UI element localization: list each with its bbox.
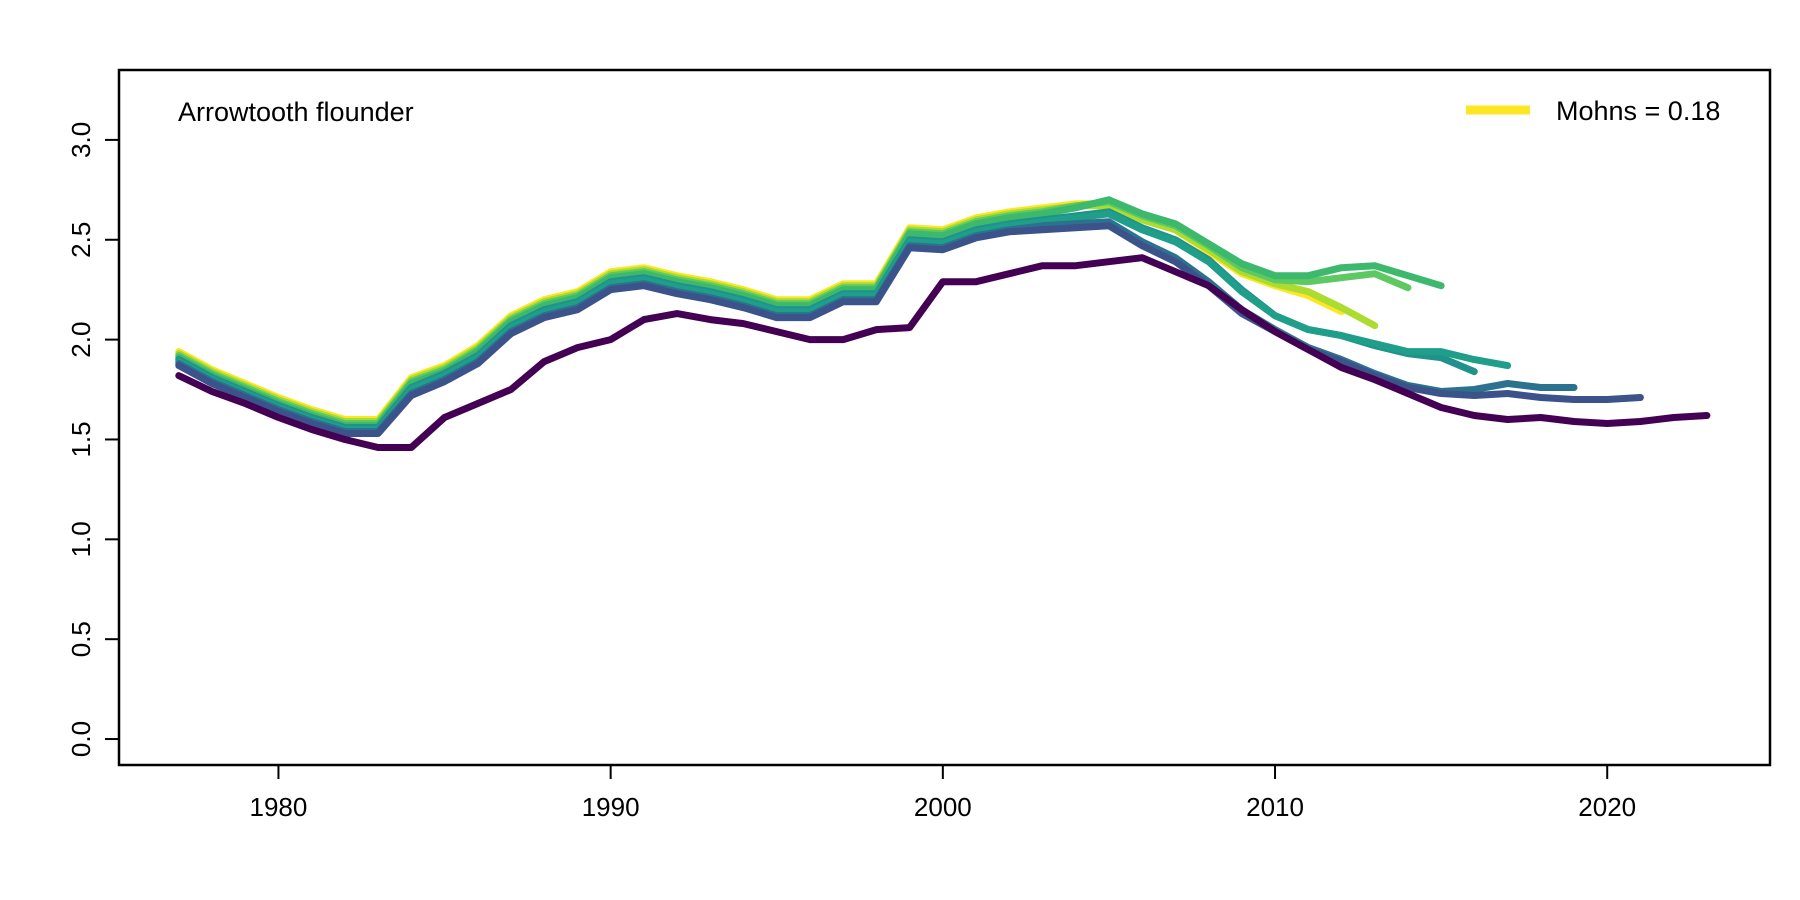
x-tick-label: 2020	[1578, 792, 1636, 822]
legend: Mohns = 0.18	[1466, 96, 1720, 126]
x-tick-label: 2010	[1246, 792, 1304, 822]
y-tick-label: 3.0	[66, 122, 96, 158]
y-tick-label: 1.0	[66, 521, 96, 557]
y-tick-label: 0.5	[66, 621, 96, 657]
x-tick-label: 1990	[582, 792, 640, 822]
y-tick-label: 2.5	[66, 222, 96, 258]
x-axis: 1980 1990 2000 2010 2020	[250, 764, 1636, 822]
y-tick-label: 2.0	[66, 322, 96, 358]
x-tick-label: 2000	[914, 792, 972, 822]
y-tick-label: 0.0	[66, 721, 96, 757]
y-axis: 0.0 0.5 1.0 1.5 2.0 2.5 3.0	[66, 122, 120, 757]
series-line-8	[175, 222, 1644, 437]
series-layer	[175, 196, 1711, 451]
series-line-9	[175, 254, 1711, 451]
legend-label: Mohns = 0.18	[1556, 96, 1720, 126]
annotation-label: Arrowtooth flounder	[178, 97, 414, 127]
x-tick-label: 1980	[250, 792, 308, 822]
y-tick-label: 1.5	[66, 421, 96, 457]
